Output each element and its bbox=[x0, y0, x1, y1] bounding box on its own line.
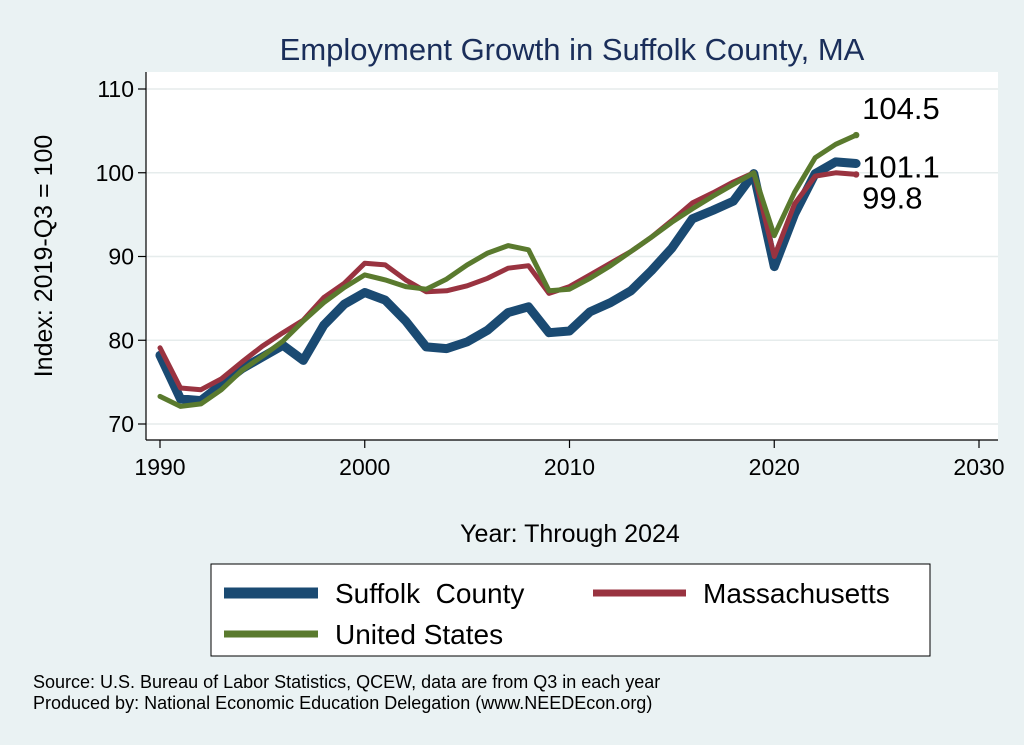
x-tick-label: 2020 bbox=[749, 454, 800, 480]
chart-title: Employment Growth in Suffolk County, MA bbox=[280, 32, 865, 67]
legend-label-0: Suffolk County bbox=[335, 578, 524, 609]
source-note: Source: U.S. Bureau of Labor Statistics,… bbox=[33, 672, 660, 692]
y-axis-label: Index: 2019-Q3 = 100 bbox=[30, 135, 58, 378]
end-value-label-2: 104.5 bbox=[862, 91, 940, 126]
y-tick-label: 110 bbox=[97, 76, 134, 102]
y-tick-label: 80 bbox=[108, 327, 134, 353]
y-tick-label: 90 bbox=[108, 244, 134, 270]
end-value-label-0: 101.1 bbox=[862, 150, 940, 185]
gridlines bbox=[146, 88, 998, 425]
series-end-marker-1 bbox=[852, 171, 860, 178]
legend-label-2: United States bbox=[335, 619, 503, 650]
series-lines bbox=[155, 132, 861, 409]
axes: 70 80 90 100 110 1990 2000 2010 2020 2030 bbox=[96, 72, 1005, 480]
x-tick-label: 1990 bbox=[134, 454, 185, 480]
series-end-marker-2 bbox=[852, 131, 860, 139]
y-tick-label: 100 bbox=[96, 160, 134, 186]
legend-box bbox=[210, 563, 931, 657]
x-tick-label: 2030 bbox=[953, 454, 1004, 480]
end-value-label-1: 99.8 bbox=[862, 180, 922, 215]
x-tick-label: 2010 bbox=[544, 454, 595, 480]
end-labels: 101.199.8 104.5 bbox=[852, 91, 940, 215]
x-axis-label: Year: Through 2024 bbox=[460, 520, 680, 548]
series-line-2 bbox=[157, 132, 859, 409]
series-end-marker-0 bbox=[852, 160, 860, 167]
producer-note: Produced by: National Economic Education… bbox=[33, 693, 652, 713]
legend: Suffolk County Massachusetts United States bbox=[210, 563, 931, 657]
y-tick-label: 70 bbox=[108, 411, 134, 437]
legend-label-1: Massachusetts bbox=[703, 578, 890, 609]
x-tick-label: 2000 bbox=[339, 454, 390, 480]
